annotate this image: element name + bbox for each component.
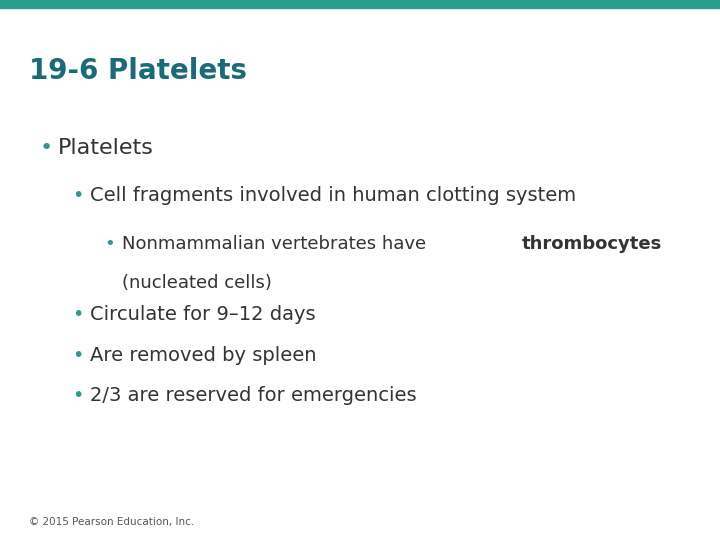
Text: •: • (104, 235, 115, 253)
Text: 19-6 Platelets: 19-6 Platelets (29, 57, 247, 85)
Text: © 2015 Pearson Education, Inc.: © 2015 Pearson Education, Inc. (29, 516, 194, 526)
Text: •: • (72, 305, 84, 324)
Text: Circulate for 9–12 days: Circulate for 9–12 days (90, 305, 315, 324)
Text: •: • (72, 186, 84, 205)
Text: Are removed by spleen: Are removed by spleen (90, 346, 317, 365)
Text: Nonmammalian vertebrates have: Nonmammalian vertebrates have (122, 235, 432, 253)
Text: Cell fragments involved in human clotting system: Cell fragments involved in human clottin… (90, 186, 576, 205)
Text: 2/3 are reserved for emergencies: 2/3 are reserved for emergencies (90, 386, 417, 405)
Text: (nucleated cells): (nucleated cells) (122, 274, 272, 292)
Text: Platelets: Platelets (58, 138, 153, 158)
Text: thrombocytes: thrombocytes (522, 235, 662, 253)
Text: •: • (72, 346, 84, 365)
Text: •: • (72, 386, 84, 405)
Text: •: • (40, 138, 53, 158)
